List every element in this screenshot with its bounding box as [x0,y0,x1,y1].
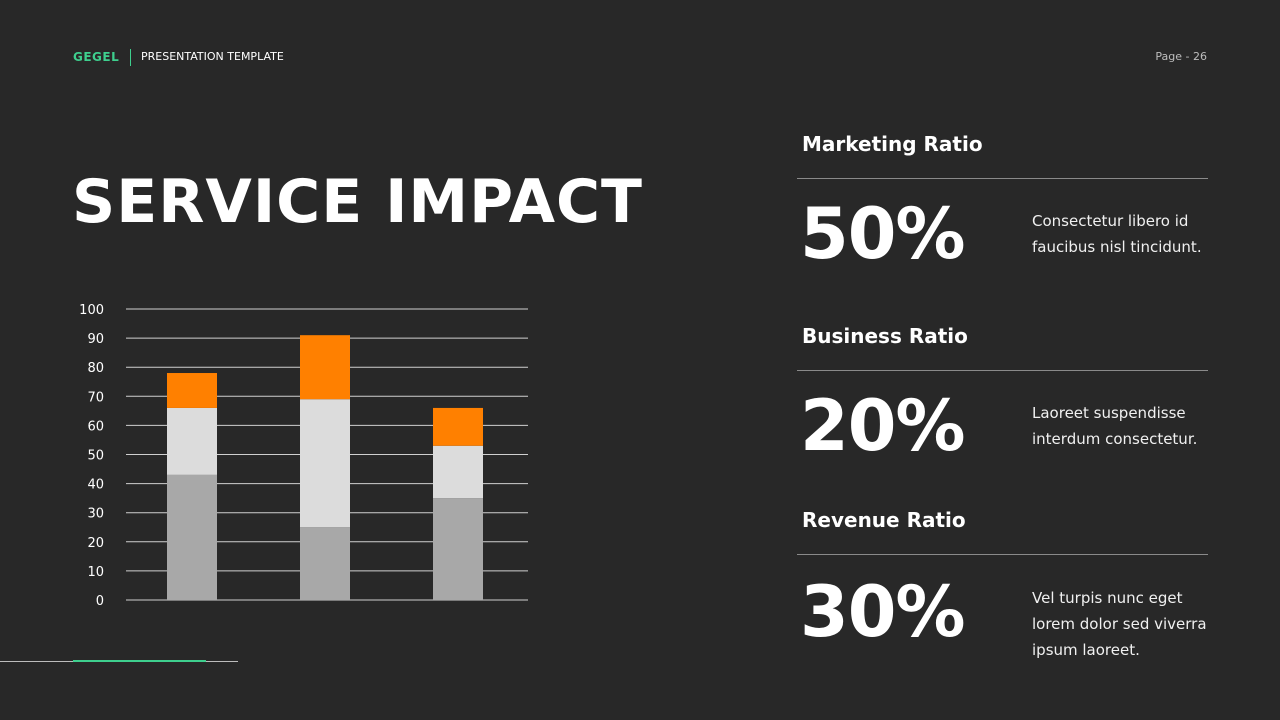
marketing-ratio-value: 50% [800,193,966,275]
business-ratio-rule [797,370,1208,371]
revenue-ratio-rule [797,554,1208,555]
bar-segment-middle [433,445,483,499]
y-tick-label: 0 [96,594,104,609]
y-tick-label: 80 [87,361,104,376]
y-tick-label: 30 [87,507,104,522]
business-ratio-description: Laoreet suspendisse interdum consectetur… [1032,404,1198,448]
brand-name: GEGEL [73,50,120,64]
y-tick-label: 10 [87,565,104,580]
slide-title: SERVICE IMPACT [72,167,643,237]
y-tick-label: 40 [87,478,104,493]
bar-segment-base [433,498,483,600]
business-ratio-value: 20% [800,385,966,467]
bar-segment-middle [300,399,350,528]
bar-segment-base [167,474,217,600]
marketing-ratio-title: Marketing Ratio [802,132,983,156]
marketing-ratio-description: Consectetur libero id faucibus nisl tinc… [1032,212,1202,256]
y-tick-label: 90 [87,332,104,347]
y-tick-label: 60 [87,419,104,434]
marketing-ratio-rule [797,178,1208,179]
business-ratio-title: Business Ratio [802,324,968,348]
page-number: Page - 26 [1155,50,1207,63]
bar-segment-base [300,527,350,600]
revenue-ratio-title: Revenue Ratio [802,508,966,532]
y-tick-label: 20 [87,536,104,551]
brand-divider [130,49,131,66]
revenue-ratio-description: Vel turpis nunc eget lorem dolor sed viv… [1032,589,1207,659]
footer-accent-bar [73,660,206,662]
y-tick-label: 70 [87,390,104,405]
template-label: PRESENTATION TEMPLATE [141,50,284,63]
y-tick-label: 100 [79,303,104,318]
y-tick-label: 50 [87,449,104,464]
bar-segment-top [167,373,217,408]
bar-segment-top [433,407,483,446]
revenue-ratio-value: 30% [800,571,966,653]
bar-segment-middle [167,407,217,475]
stacked-bar-chart: 0 10 20 30 40 50 60 70 80 90 100 [79,303,528,609]
bar-segment-top [300,335,350,400]
